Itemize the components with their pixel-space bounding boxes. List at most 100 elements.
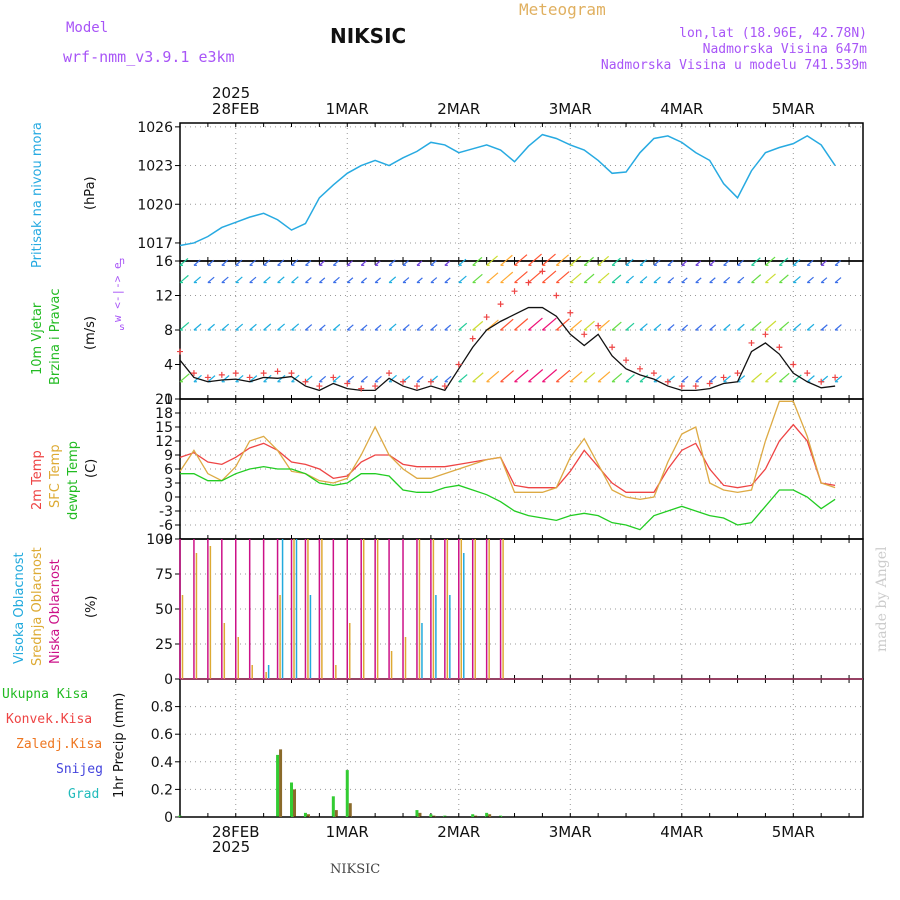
wind-barb (514, 318, 529, 331)
y-tick-label: 3 (164, 476, 173, 492)
wind-barb (820, 260, 827, 266)
wind-barb (667, 324, 675, 331)
day-label-top: 4MAR (660, 100, 703, 118)
day-label-top: 1MAR (326, 100, 369, 118)
precip-bar-convective (279, 749, 283, 817)
wind-barb (611, 274, 622, 284)
wind-gust-marker (790, 361, 797, 368)
wind-gust-marker (832, 374, 839, 381)
wind-gust-marker (609, 344, 616, 351)
precip-bar-total (303, 812, 307, 817)
wind-barb (723, 259, 730, 266)
wind-barb (277, 374, 286, 383)
wind-barb (179, 274, 189, 284)
day-label-top: 3MAR (549, 100, 592, 118)
wind-barb (695, 260, 702, 266)
wind-barb (360, 260, 367, 266)
wind-barb (834, 324, 842, 331)
wind-barb (528, 270, 543, 284)
wind-barb (792, 374, 802, 383)
wind-barb (528, 317, 543, 331)
y-tick-label: -9 (159, 532, 173, 548)
wind-gust-marker (678, 383, 685, 390)
wind-barb (542, 253, 556, 266)
wind-barb (820, 277, 828, 284)
wind-gust-marker (762, 331, 769, 338)
wind-gust-marker (595, 322, 602, 329)
wind-barb (597, 371, 611, 383)
wind-barb (346, 277, 354, 284)
wind-gust-marker (441, 383, 448, 390)
precip-bar-total (499, 815, 503, 817)
wind-gust-marker (232, 370, 239, 377)
wind-barb (709, 260, 716, 266)
y-tick-label: 100 (146, 532, 173, 548)
wind-barb (430, 277, 438, 284)
precip-label-freezing: Zaledj.Kisa (16, 737, 103, 752)
wind-barb (514, 369, 529, 383)
wind-barb (318, 324, 326, 331)
wind-barb (709, 324, 717, 331)
wind-barb (806, 276, 814, 284)
wind-barb (695, 324, 703, 331)
wind-barb (444, 277, 451, 284)
wind-barb (374, 277, 381, 284)
wind-barb (751, 372, 762, 383)
wind-barb (569, 319, 583, 331)
wind-barb (639, 374, 649, 383)
precip-label-total: Ukupna Kisa (2, 687, 89, 702)
panel-wind: 0 4 8 12 16 (155, 254, 864, 408)
wind-barb (221, 276, 229, 284)
wind-gust-marker (413, 383, 420, 390)
wind-barb (555, 271, 570, 284)
wind-barb (402, 375, 411, 383)
precip-bar-convective (418, 812, 422, 817)
wind-barb (416, 375, 424, 383)
wind-barb (723, 375, 731, 383)
y-tick-label: 16 (155, 254, 173, 270)
wind-barb (778, 274, 789, 284)
wind-barb (430, 324, 438, 331)
wind-gust-marker (664, 378, 671, 385)
wind-barb (820, 375, 829, 383)
wind-gust-marker (483, 314, 490, 321)
wind-barb (681, 324, 689, 331)
wind-barb (444, 375, 452, 383)
wind-barb (792, 259, 801, 266)
wind-barb (737, 259, 744, 266)
wind-barb (751, 274, 762, 284)
wind-barb (360, 375, 368, 383)
wind-gust-marker (260, 370, 267, 377)
wind-gust-marker (218, 371, 225, 378)
wind-barb (611, 373, 623, 383)
wind-barb (569, 255, 582, 266)
wind-gust-marker (706, 380, 713, 387)
wind-barb (416, 277, 423, 284)
wind-barb (514, 254, 528, 266)
wind-gust-marker (636, 365, 643, 372)
wind-gust-marker (804, 370, 811, 377)
wind-gust-marker (427, 378, 434, 385)
wind-speed-line (179, 306, 836, 392)
temp-sfc-line (179, 400, 836, 500)
wind-barb (472, 273, 483, 284)
y-tick-label: 75 (155, 567, 173, 583)
wind-barb (430, 260, 437, 266)
wind-barb (207, 259, 215, 266)
wind-barb (681, 277, 688, 284)
precip-bars (178, 749, 503, 817)
wind-gust-marker (818, 378, 825, 385)
day-label-bottom: 5MAR (772, 823, 815, 841)
y-tick-label: 21 (155, 392, 173, 408)
panel-frame (179, 122, 864, 262)
wind-barb (667, 277, 675, 284)
wind-barb (472, 372, 484, 383)
elevation: Nadmorska Visina 647m (702, 42, 867, 57)
wind-barb (277, 276, 285, 284)
wind-barb (723, 276, 731, 284)
wind-gust-marker (274, 368, 281, 375)
wind-barb (709, 375, 717, 383)
y-tick-label: 4 (164, 358, 173, 374)
panel-pressure: 1017 1020 1023 1026 (137, 120, 864, 262)
wind-barb (737, 276, 745, 284)
